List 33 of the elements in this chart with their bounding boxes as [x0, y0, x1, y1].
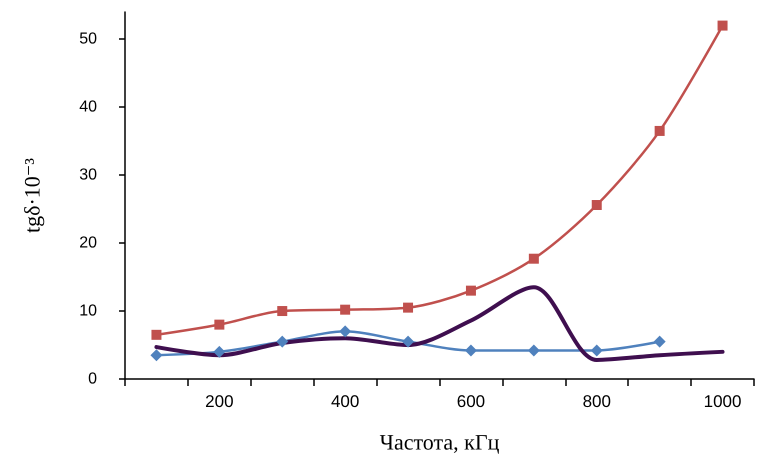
y-tick-label: 10 [79, 302, 98, 320]
point [528, 344, 540, 356]
x-axis-title: Частота, кГц [380, 430, 500, 454]
point [592, 200, 602, 210]
x-tick-label: 600 [456, 392, 486, 411]
point [590, 344, 603, 356]
point [151, 330, 162, 340]
point [213, 346, 226, 358]
point [464, 344, 477, 356]
point [339, 325, 352, 338]
point [402, 336, 414, 348]
point [340, 304, 350, 315]
point [150, 349, 162, 362]
point [528, 254, 539, 264]
point [276, 336, 288, 348]
y-axis-title: tgδ·10⁻³ [20, 158, 44, 234]
point [654, 336, 666, 348]
x-tick-label: 1000 [704, 392, 742, 411]
x-tick-label: 200 [205, 392, 234, 411]
x-tick-label: 400 [330, 392, 360, 411]
point [214, 320, 224, 330]
x-tick-label: 800 [582, 392, 611, 411]
point [277, 306, 288, 316]
point [403, 302, 414, 313]
y-tick-label: 30 [79, 166, 98, 184]
point [466, 286, 476, 296]
y-tick-label: 0 [88, 370, 98, 388]
y-tick-label: 50 [79, 30, 98, 48]
line-series [154, 285, 725, 362]
y-tick-label: 40 [79, 98, 98, 116]
y-tick-label: 20 [79, 234, 98, 252]
point [718, 20, 728, 31]
point [654, 126, 665, 136]
